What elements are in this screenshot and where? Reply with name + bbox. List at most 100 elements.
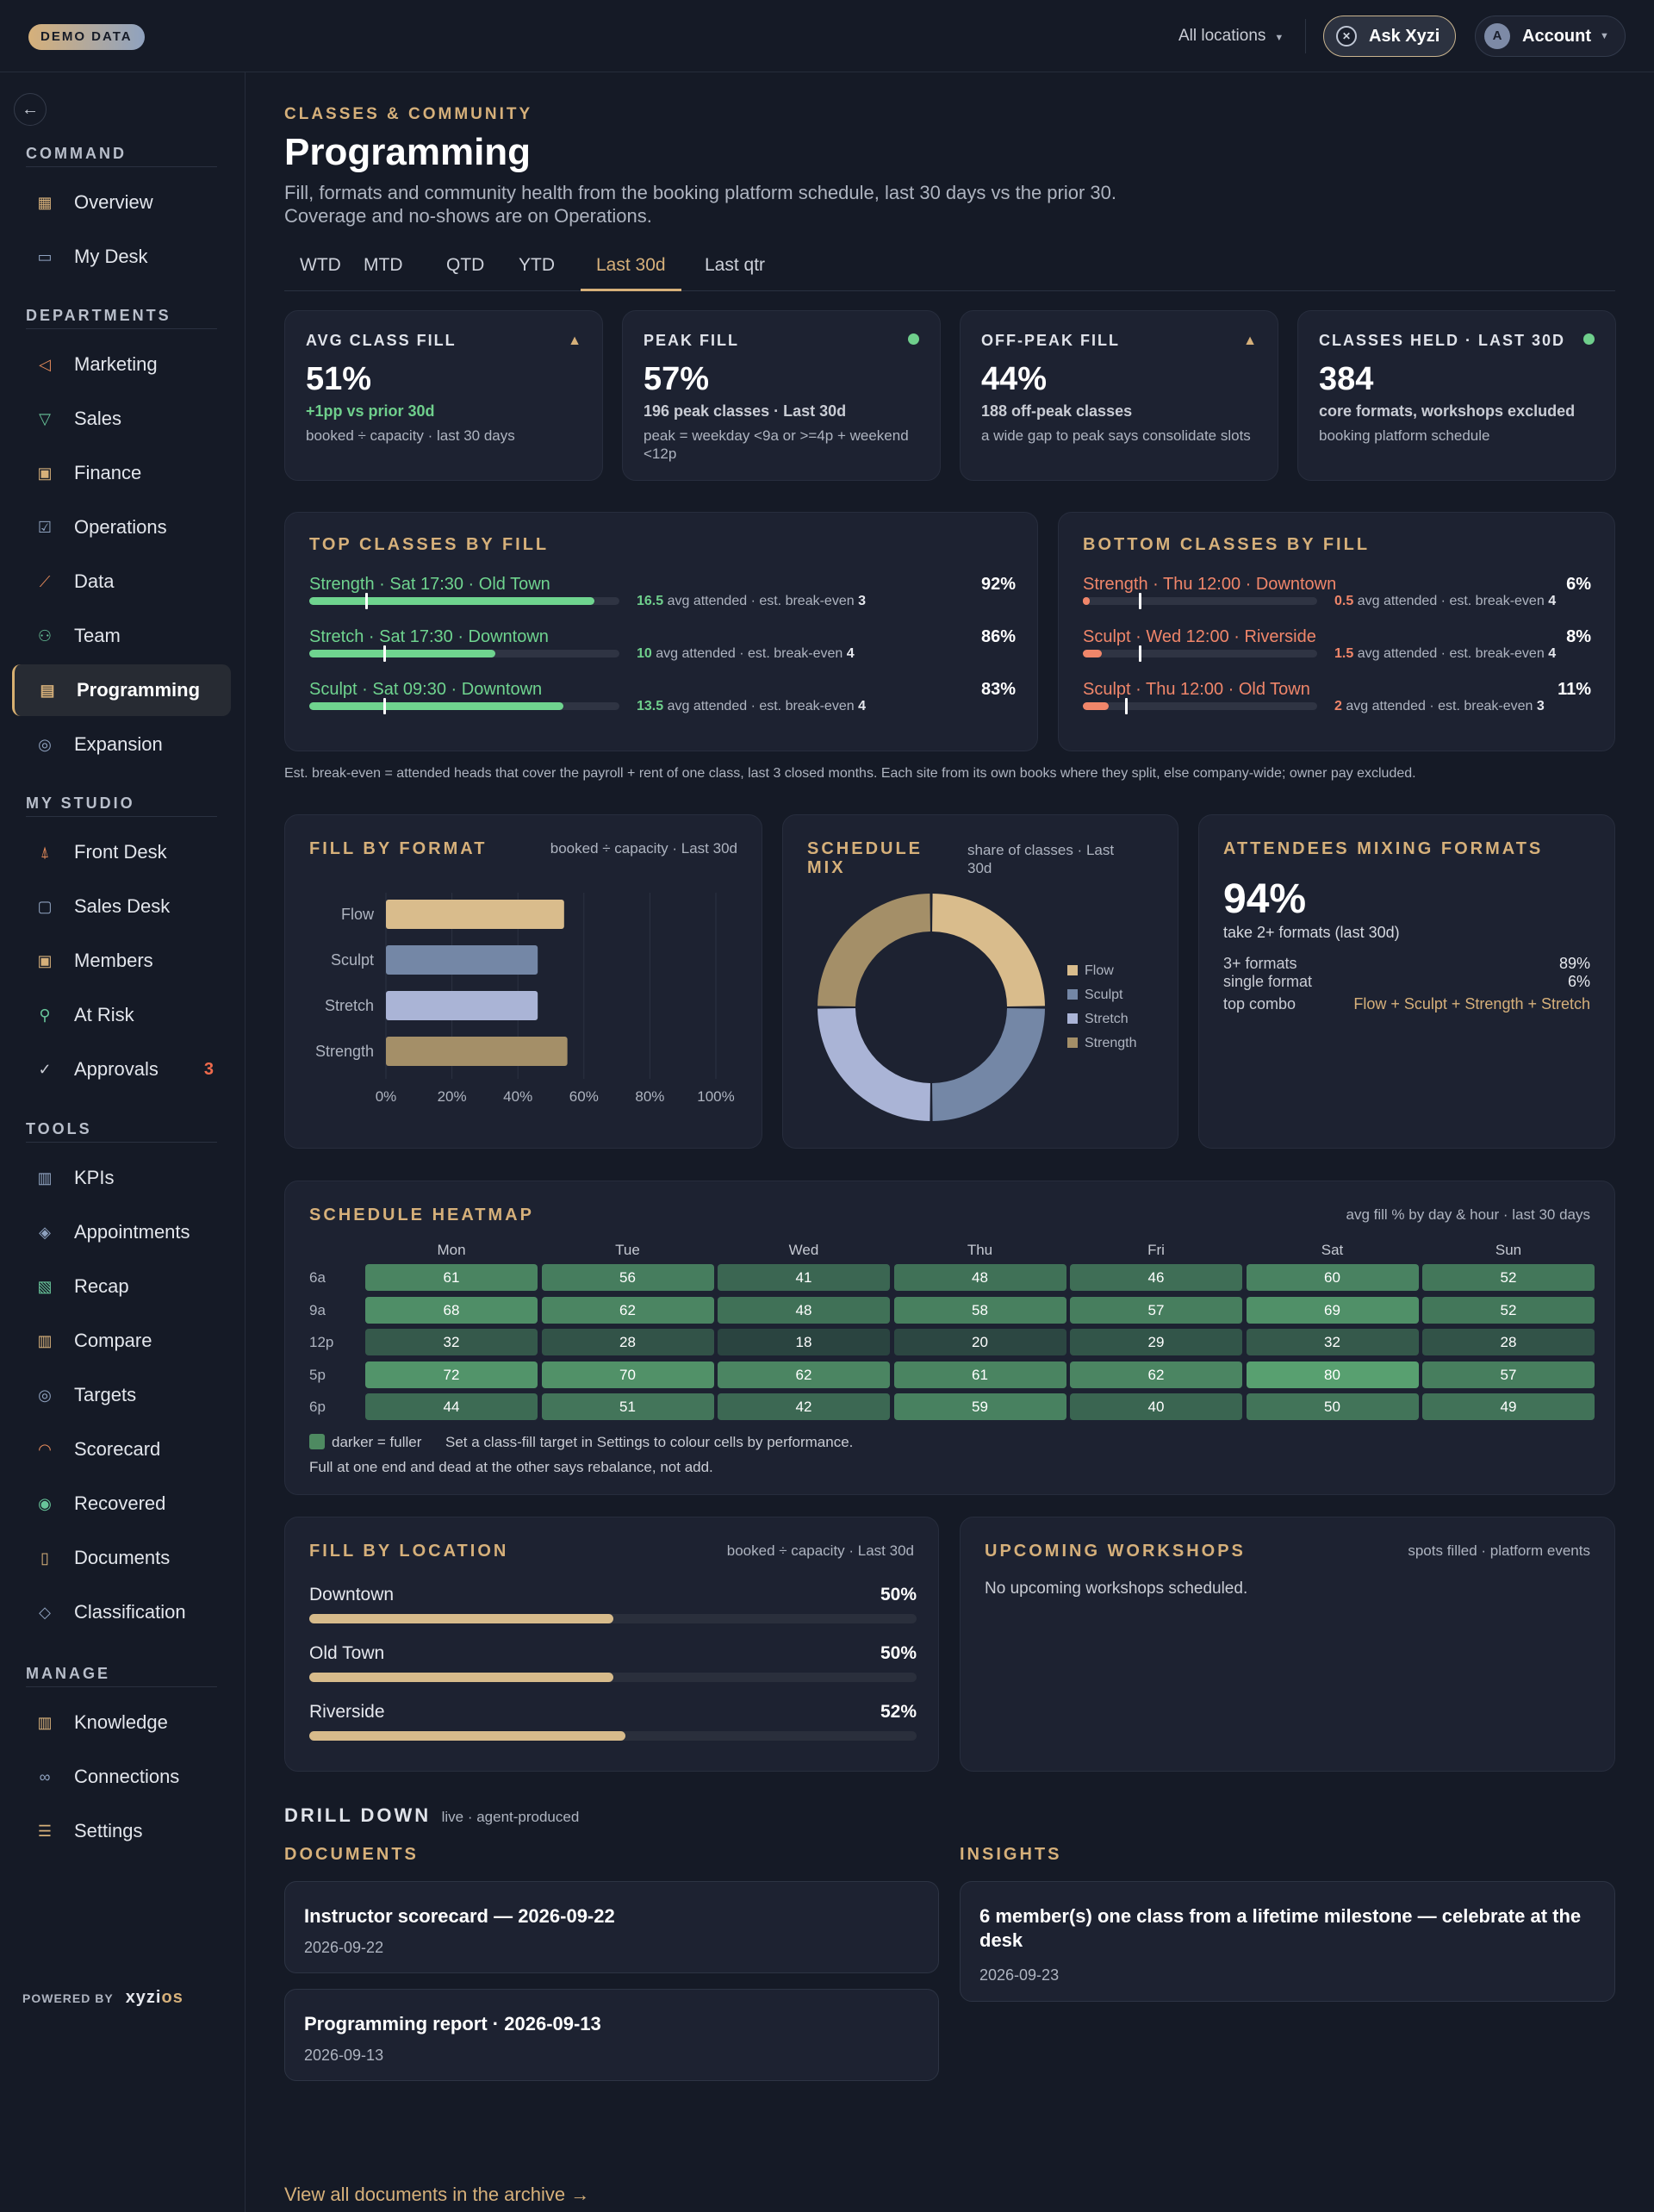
trend-doc-icon: ▧ — [37, 1277, 53, 1295]
heatmap-legend-hint: Set a class-fill target in Settings to c… — [445, 1434, 854, 1450]
tab-last-qtr[interactable]: Last qtr — [705, 255, 766, 275]
inbox-icon: ▭ — [37, 247, 53, 265]
fill-bar — [1083, 702, 1109, 710]
fill-track — [309, 1673, 917, 1682]
sidebar-item-label: Team — [74, 625, 121, 646]
sidebar-item-appointments[interactable]: ◈ Appointments — [12, 1206, 231, 1258]
tab-mtd[interactable]: MTD — [364, 255, 403, 275]
location-selector[interactable]: All locations ▼ — [1178, 24, 1284, 50]
sidebar-item-at-risk[interactable]: ⚲ At Risk — [12, 989, 231, 1041]
sidebar-item-marketing[interactable]: ◁ Marketing — [12, 339, 231, 390]
sidebar-item-connections[interactable]: ∞ Connections — [12, 1751, 231, 1803]
legend-swatch — [1067, 989, 1078, 1000]
sidebar-item-finance[interactable]: ▣ Finance — [12, 447, 231, 499]
kpi-label: CLASSES HELD · LAST 30D — [1319, 332, 1566, 349]
tab-ytd[interactable]: YTD — [519, 255, 555, 275]
kpi-indicator — [1583, 333, 1595, 345]
grid-icon: ▦ — [37, 193, 53, 211]
category-label: Stretch — [325, 997, 374, 1014]
kpi-label: PEAK FILL — [644, 332, 739, 349]
sidebar-item-scorecard[interactable]: ◠ Scorecard — [12, 1424, 231, 1475]
sidebar-item-programming[interactable]: ▤ Programming — [12, 664, 231, 716]
bar-stretch — [386, 991, 538, 1020]
heatmap-cell: 50 — [1246, 1393, 1419, 1420]
sidebar-item-label: Recap — [74, 1275, 129, 1297]
documents-title: DOCUMENTS — [284, 1845, 419, 1864]
sidebar-item-front-desk[interactable]: ⍋ Front Desk — [12, 826, 231, 878]
sidebar-item-label: Settings — [74, 1820, 143, 1841]
heatmap-cell: 59 — [893, 1393, 1066, 1420]
x-tick-label: 20% — [438, 1088, 467, 1105]
arrow-left-icon: ← — [22, 100, 39, 119]
heatmap-cell: 28 — [1422, 1329, 1595, 1355]
meta-text: avg attended · est. break-even — [1357, 646, 1545, 661]
kpi-detail: +1pp vs prior 30d — [306, 402, 435, 420]
collapse-sidebar-button[interactable]: ← — [14, 93, 47, 126]
sidebar-item-label: Targets — [74, 1384, 137, 1405]
sidebar-item-recap[interactable]: ▧ Recap — [12, 1261, 231, 1312]
sidebar-item-sales[interactable]: ▽ Sales — [12, 393, 231, 445]
sidebar-item-team[interactable]: ⚇ Team — [12, 610, 231, 662]
sidebar-item-label: Data — [74, 570, 115, 592]
document-title: Programming report · 2026-09-13 — [304, 2013, 601, 2034]
account-menu[interactable]: A Account ▼ — [1475, 16, 1626, 57]
sidebar-item-targets[interactable]: ◎ Targets — [12, 1369, 231, 1421]
chevron-down-icon: ▼ — [1600, 31, 1609, 41]
sidebar-item-members[interactable]: ▣ Members — [12, 935, 231, 987]
sidebar-section-title: DEPARTMENTS — [26, 307, 171, 324]
sidebar-item-my-desk[interactable]: ▭ My Desk — [12, 231, 231, 283]
sidebar-item-documents[interactable]: ▯ Documents — [12, 1532, 231, 1584]
tag-icon: ◇ — [39, 1603, 51, 1621]
sidebar-item-recovered[interactable]: ◉ Recovered — [12, 1478, 231, 1530]
workshops-empty-state: No upcoming workshops scheduled. — [985, 1580, 1248, 1598]
tab-last-30d[interactable]: Last 30d — [581, 250, 681, 291]
location-name: Riverside — [309, 1702, 385, 1722]
funnel-icon: ▽ — [39, 409, 51, 427]
section-divider — [26, 1686, 217, 1687]
sidebar-item-overview[interactable]: ▦ Overview — [12, 177, 231, 228]
sidebar-item-settings[interactable]: ☰ Settings — [12, 1805, 231, 1857]
fill-track — [1083, 645, 1317, 662]
document-card[interactable]: Instructor scorecard — 2026-09-22 2026-0… — [284, 1881, 939, 1973]
sidebar-item-approvals[interactable]: ✓ Approvals 3 — [12, 1044, 231, 1095]
heatmap-day-label: Mon — [437, 1242, 466, 1258]
mix-row-label: single format — [1223, 973, 1313, 990]
heatmap-cell: 58 — [893, 1296, 1066, 1324]
heatmap-cell: 32 — [1246, 1329, 1419, 1355]
category-label: Sculpt — [331, 951, 374, 969]
tab-wtd[interactable]: WTD — [300, 255, 341, 275]
fill-bar — [309, 650, 495, 657]
sidebar-item-label: Approvals — [74, 1058, 159, 1080]
cash-icon: ▣ — [37, 464, 53, 482]
sidebar-item-label: Operations — [74, 516, 167, 538]
heatmap-cell: 57 — [1422, 1361, 1595, 1388]
tab-qtd[interactable]: QTD — [446, 255, 485, 275]
breakeven-count: 4 — [858, 699, 866, 713]
class-name: Strength · Sat 17:30 · Old Town — [309, 575, 550, 594]
sidebar-item-operations[interactable]: ☑ Operations — [12, 502, 231, 553]
legend-swatch — [1067, 1013, 1078, 1024]
heatmap-day-label: Fri — [1147, 1242, 1165, 1258]
heatmap-cell: 28 — [541, 1329, 714, 1355]
ask-xyzi-button[interactable]: ✕ Ask Xyzi — [1323, 16, 1456, 57]
sidebar-item-label: Overview — [74, 191, 153, 213]
sidebar-item-compare[interactable]: ▥ Compare — [12, 1315, 231, 1367]
sidebar-section-title: COMMAND — [26, 145, 127, 162]
insight-card[interactable]: 6 member(s) one class from a lifetime mi… — [960, 1881, 1615, 2002]
sidebar-item-data[interactable]: ⟋ Data — [12, 556, 231, 608]
sidebar-item-sales-desk[interactable]: ▢ Sales Desk — [12, 881, 231, 932]
sidebar-item-expansion[interactable]: ◎ Expansion — [12, 719, 231, 770]
sidebar-item-label: Finance — [74, 462, 142, 483]
sidebar-item-knowledge[interactable]: ▥ Knowledge — [12, 1697, 231, 1748]
sidebar-item-classification[interactable]: ◇ Classification — [12, 1586, 231, 1638]
sidebar-item-kpis[interactable]: ▥ KPIs — [12, 1152, 231, 1204]
archive-link[interactable]: View all documents in the archive → — [284, 2184, 590, 2205]
fill-track — [1083, 593, 1317, 609]
brand-logo: xyzios — [126, 1988, 183, 2007]
document-card[interactable]: Programming report · 2026-09-13 2026-09-… — [284, 1989, 939, 2081]
warning-triangle-icon: ▲ — [1243, 333, 1257, 348]
heatmap-hour-label: 6p — [309, 1399, 326, 1415]
card-title: FILL BY LOCATION — [309, 1542, 509, 1561]
meta-text: avg attended · est. break-even — [1346, 699, 1533, 713]
breakeven-count: 4 — [1548, 646, 1557, 661]
